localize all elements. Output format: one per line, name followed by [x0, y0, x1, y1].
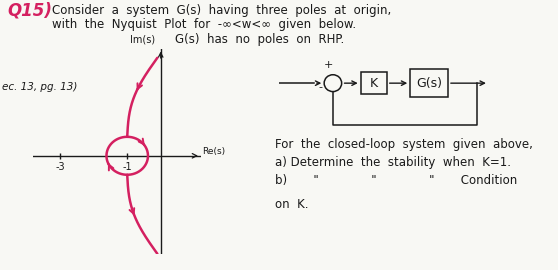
Text: Re(s): Re(s): [203, 147, 225, 156]
Text: b)       "              "              "       Condition: b) " " " Condition: [275, 174, 517, 187]
Text: K: K: [369, 77, 378, 90]
Text: a) Determine  the  stability  when  K=1.: a) Determine the stability when K=1.: [275, 156, 511, 169]
Text: with  the  Nyquist  Plot  for  -∞<w<∞  given  below.: with the Nyquist Plot for -∞<w<∞ given b…: [52, 18, 356, 31]
Text: Q15): Q15): [7, 2, 52, 20]
Text: For  the  closed-loop  system  given  above,: For the closed-loop system given above,: [275, 138, 533, 151]
Text: G(s)  has  no  poles  on  RHP.: G(s) has no poles on RHP.: [175, 33, 344, 46]
Text: Consider  a  system  G(s)  having  three  poles  at  origin,: Consider a system G(s) having three pole…: [52, 4, 391, 17]
Text: -: -: [318, 82, 323, 92]
Text: +: +: [324, 60, 334, 70]
Text: on  K.: on K.: [275, 198, 309, 211]
Text: Im(s): Im(s): [130, 35, 155, 45]
Text: -1: -1: [122, 161, 132, 171]
Bar: [410, 69, 448, 97]
Text: -3: -3: [55, 161, 65, 171]
Text: ec. 13, pg. 13): ec. 13, pg. 13): [2, 82, 78, 92]
Text: G(s): G(s): [416, 77, 442, 90]
Bar: [360, 72, 387, 94]
